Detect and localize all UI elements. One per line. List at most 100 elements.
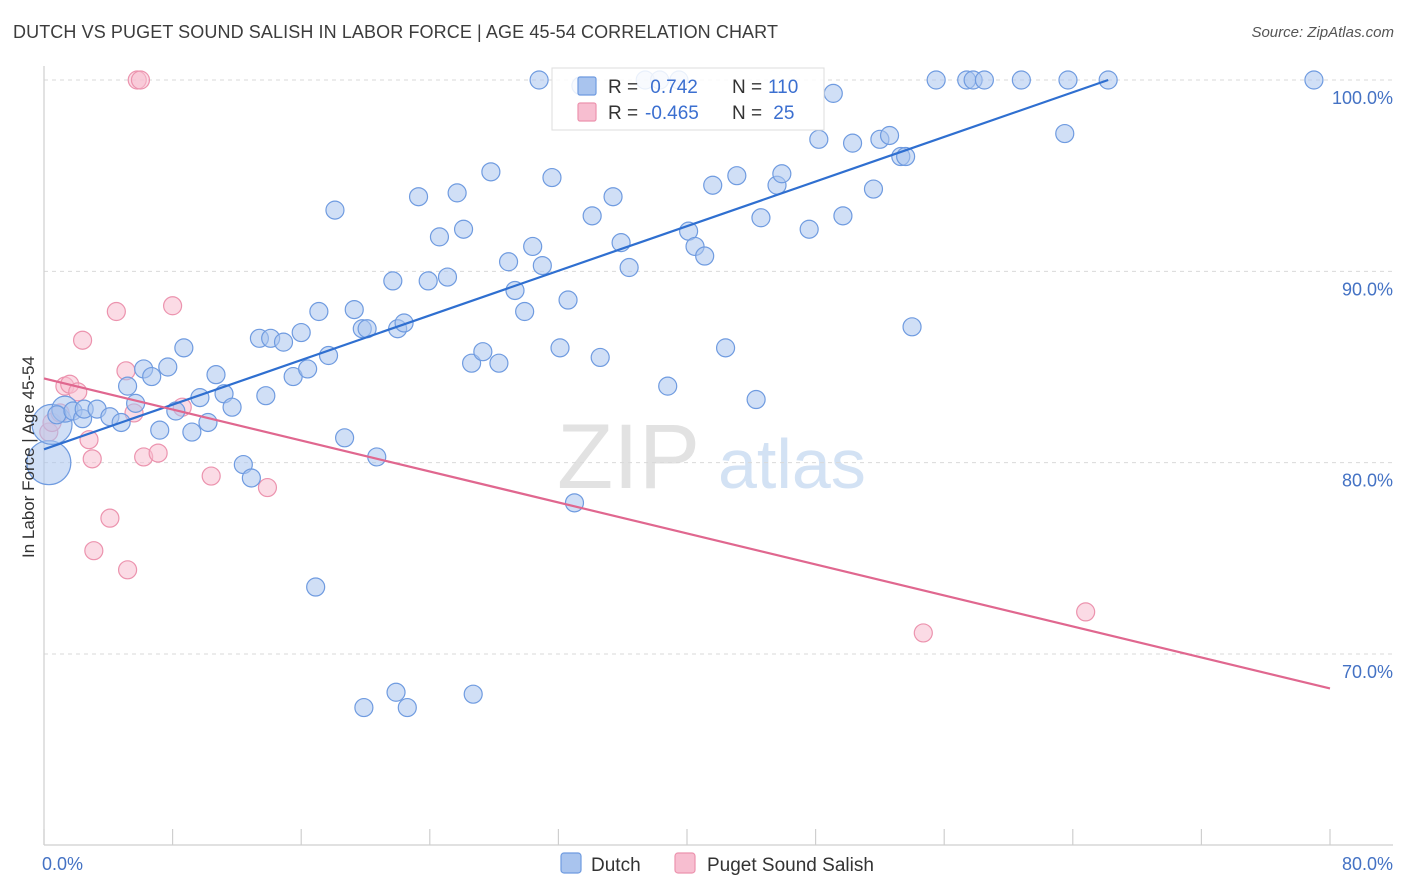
dutch-point xyxy=(772,164,792,184)
dutch-point xyxy=(703,175,723,195)
y-tick-labels: 70.0% 80.0% 90.0% 100.0% xyxy=(1332,88,1393,682)
bottom-legend-dutch: Dutch xyxy=(591,855,641,876)
dutch-point xyxy=(489,353,509,373)
dutch-point xyxy=(498,252,519,272)
salish-point xyxy=(130,70,151,90)
salish-point xyxy=(82,449,102,469)
dutch-point xyxy=(842,133,863,153)
dutch-point xyxy=(473,342,493,362)
dutch-point xyxy=(437,267,458,287)
y-tick-label-90: 90.0% xyxy=(1342,279,1393,299)
dutch-point xyxy=(926,70,946,90)
dutch-point xyxy=(715,338,736,358)
dutch-point xyxy=(1058,70,1078,90)
salish-point xyxy=(106,301,126,322)
dutch-point xyxy=(142,366,162,387)
dutch-point xyxy=(206,365,226,385)
bottom-legend-swatch-dutch xyxy=(560,852,582,874)
dutch-point xyxy=(582,206,602,226)
dutch-point xyxy=(241,468,261,488)
dutch-point xyxy=(542,167,562,188)
dutch-point xyxy=(453,219,474,239)
dutch-point xyxy=(429,227,450,247)
dutch-point xyxy=(256,386,276,406)
dutch-point xyxy=(529,70,549,90)
salish-point xyxy=(72,330,93,350)
dutch-point xyxy=(558,290,578,310)
dutch-point xyxy=(879,125,900,146)
watermark-zip: ZIP xyxy=(557,406,700,508)
watermark-atlas: atlas xyxy=(718,425,866,503)
trend-lines xyxy=(43,78,1331,690)
dutch-point xyxy=(309,301,329,322)
dutch-point xyxy=(273,332,294,352)
salish-point xyxy=(84,541,104,561)
bottom-legend-swatch-salish xyxy=(674,852,696,874)
dutch-point xyxy=(505,280,525,301)
dutch-point xyxy=(515,301,535,322)
dutch-point xyxy=(727,166,747,186)
dutch-points xyxy=(26,70,1324,718)
dutch-point xyxy=(1011,70,1031,90)
gridlines xyxy=(44,79,1393,655)
dutch-point xyxy=(532,255,552,276)
salish-point xyxy=(913,623,933,643)
dutch-point xyxy=(126,393,146,413)
dutch-point xyxy=(150,420,170,440)
dutch-point xyxy=(1304,70,1324,90)
dutch-trend-line xyxy=(43,78,1109,451)
dutch-point xyxy=(481,162,501,182)
dutch-point xyxy=(564,493,585,513)
dutch-point xyxy=(695,246,715,266)
legend-swatch-salish xyxy=(577,102,597,122)
dutch-point xyxy=(658,376,678,396)
dutch-point xyxy=(386,682,406,702)
dutch-point xyxy=(751,208,771,228)
salish-point xyxy=(148,443,168,463)
dutch-point xyxy=(335,428,355,448)
legend-salish-r-label: R = xyxy=(608,103,638,124)
dutch-point xyxy=(394,313,414,333)
legend-dutch-r-label: R = xyxy=(608,77,638,98)
dutch-point xyxy=(799,219,819,239)
dutch-point xyxy=(325,200,345,220)
salish-point xyxy=(117,560,138,580)
dutch-point xyxy=(383,271,403,291)
legend-dutch-n-label: N = xyxy=(732,77,762,98)
bottom-legend-salish: Puget Sound Salish xyxy=(707,855,874,876)
chart-title: DUTCH VS PUGET SOUND SALISH IN LABOR FOR… xyxy=(13,22,779,42)
dutch-point xyxy=(182,422,202,442)
bottom-legend: Dutch Puget Sound Salish xyxy=(560,852,874,876)
dutch-point xyxy=(418,271,438,291)
dutch-point xyxy=(298,359,318,379)
dutch-point xyxy=(809,129,829,149)
dutch-point xyxy=(47,405,67,425)
dutch-point xyxy=(158,357,178,377)
legend-swatch-dutch xyxy=(577,76,597,96)
dutch-point xyxy=(222,397,242,417)
legend-dutch-r-value: 0.742 xyxy=(645,77,698,98)
legend-box: R = 0.742 N = 110 R = -0.465 N = 25 xyxy=(551,67,825,131)
y-axis-label: In Labor Force | Age 45-54 xyxy=(19,356,38,558)
salish-point xyxy=(201,466,221,486)
salish-point xyxy=(1076,602,1096,622)
dutch-point xyxy=(1055,123,1075,144)
dutch-point xyxy=(344,300,364,320)
dutch-point xyxy=(823,83,843,103)
y-tick-label-80: 80.0% xyxy=(1342,471,1393,491)
dutch-point xyxy=(550,338,570,358)
dutch-point xyxy=(523,236,543,257)
chart-source: Source: ZipAtlas.com xyxy=(1251,24,1394,41)
dutch-point xyxy=(603,187,623,207)
dutch-point xyxy=(590,347,610,368)
dutch-point xyxy=(397,697,417,718)
dutch-point xyxy=(117,376,138,396)
dutch-point xyxy=(463,684,483,704)
dutch-point xyxy=(447,183,467,203)
salish-trend-line xyxy=(43,377,1331,690)
legend-salish-n-label: N = xyxy=(732,103,762,124)
legend-dutch-n-value: 110 xyxy=(768,77,798,98)
dutch-point xyxy=(863,179,884,199)
dutch-point xyxy=(461,353,482,373)
legend-salish-r-value: -0.465 xyxy=(645,103,699,124)
